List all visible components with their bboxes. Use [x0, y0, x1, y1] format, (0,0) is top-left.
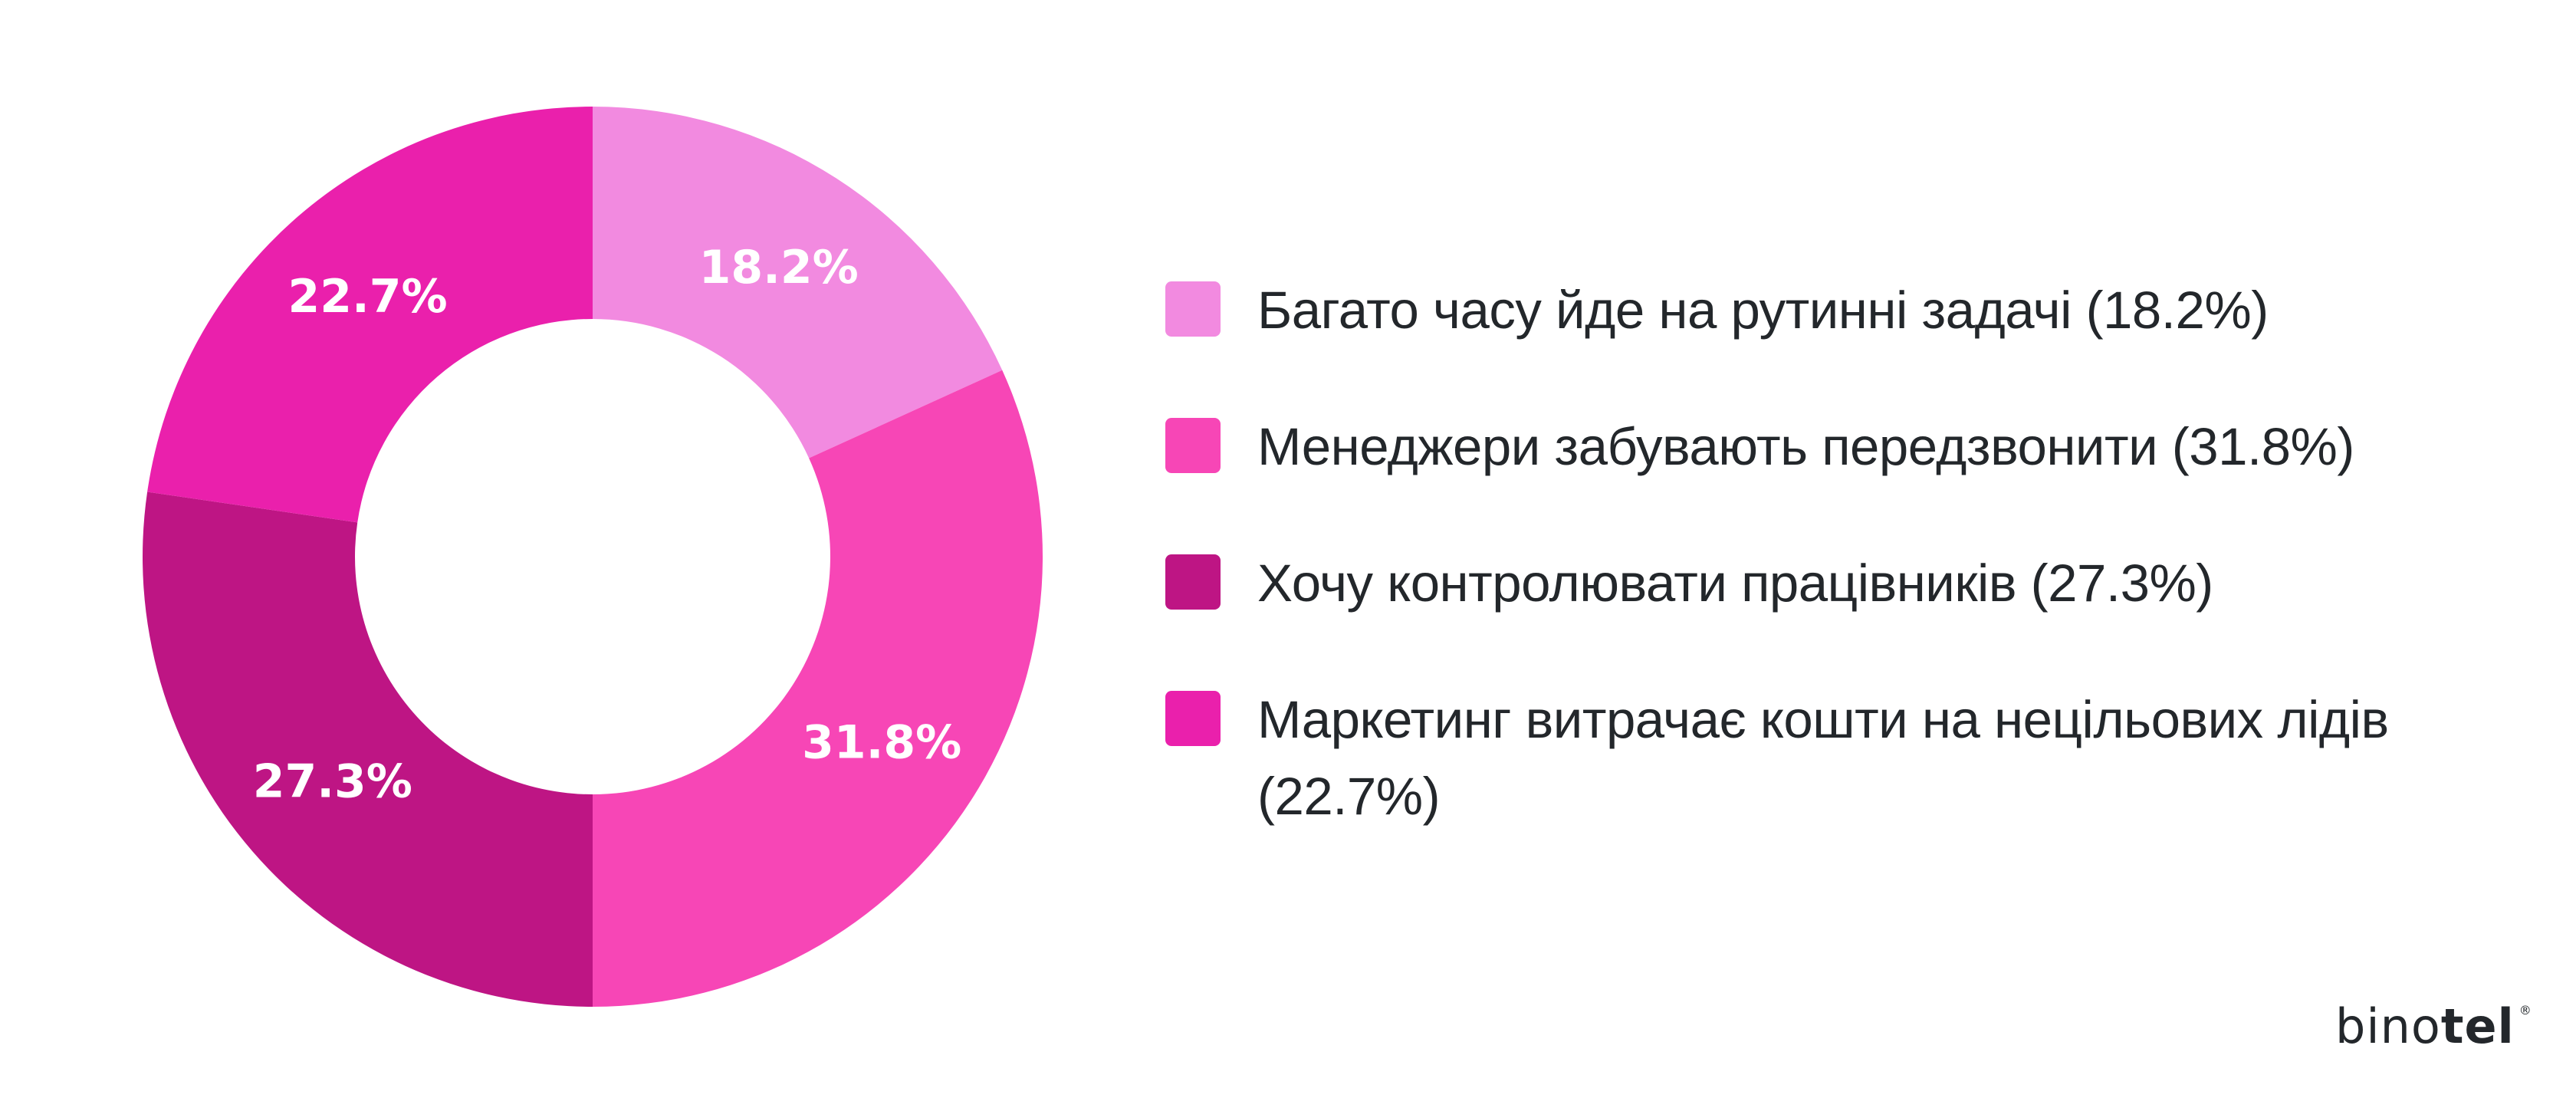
logo-text-bold: tel [2440, 998, 2515, 1054]
chart-legend: Багато часу йде на рутинні задачі (18.2%… [1165, 272, 2469, 835]
legend-swatch-icon [1165, 554, 1221, 610]
slice-value-label: 22.7% [288, 270, 448, 324]
legend-label: Менеджери забувають передзвонити (31.8%) [1257, 417, 2354, 476]
registered-mark-icon: ® [2518, 1003, 2532, 1017]
legend-swatch-icon [1165, 691, 1221, 746]
legend-swatch-icon [1165, 281, 1221, 337]
slice-value-label: 31.8% [802, 716, 961, 770]
legend-item-managers-forget: Менеджери забувають передзвонити (31.8%) [1165, 409, 2469, 545]
donut-slice [593, 107, 1003, 459]
legend-label: Маркетинг витрачає кошти на нецільових л… [1257, 690, 2389, 826]
legend-label: Багато часу йде на рутинні задачі (18.2%… [1257, 281, 2269, 340]
logo-text-light: bino [2335, 998, 2441, 1054]
slice-value-label: 18.2% [699, 241, 859, 294]
donut-chart: 18.2% 31.8% 27.3% 22.7% [143, 107, 1043, 1007]
legend-label: Хочу контролювати працівників (27.3%) [1257, 554, 2213, 613]
legend-swatch-icon [1165, 418, 1221, 473]
legend-item-control-employees: Хочу контролювати працівників (27.3%) [1165, 545, 2469, 682]
legend-item-marketing-spend: Маркетинг витрачає кошти на нецільових л… [1165, 682, 2469, 835]
donut-slice [147, 107, 593, 523]
slice-value-label: 27.3% [253, 754, 412, 808]
donut-slice [143, 491, 593, 1007]
binotel-logo: binotel ® [2335, 998, 2532, 1054]
donut-slice [593, 370, 1043, 1007]
legend-item-routine-tasks: Багато часу йде на рутинні задачі (18.2%… [1165, 272, 2469, 409]
